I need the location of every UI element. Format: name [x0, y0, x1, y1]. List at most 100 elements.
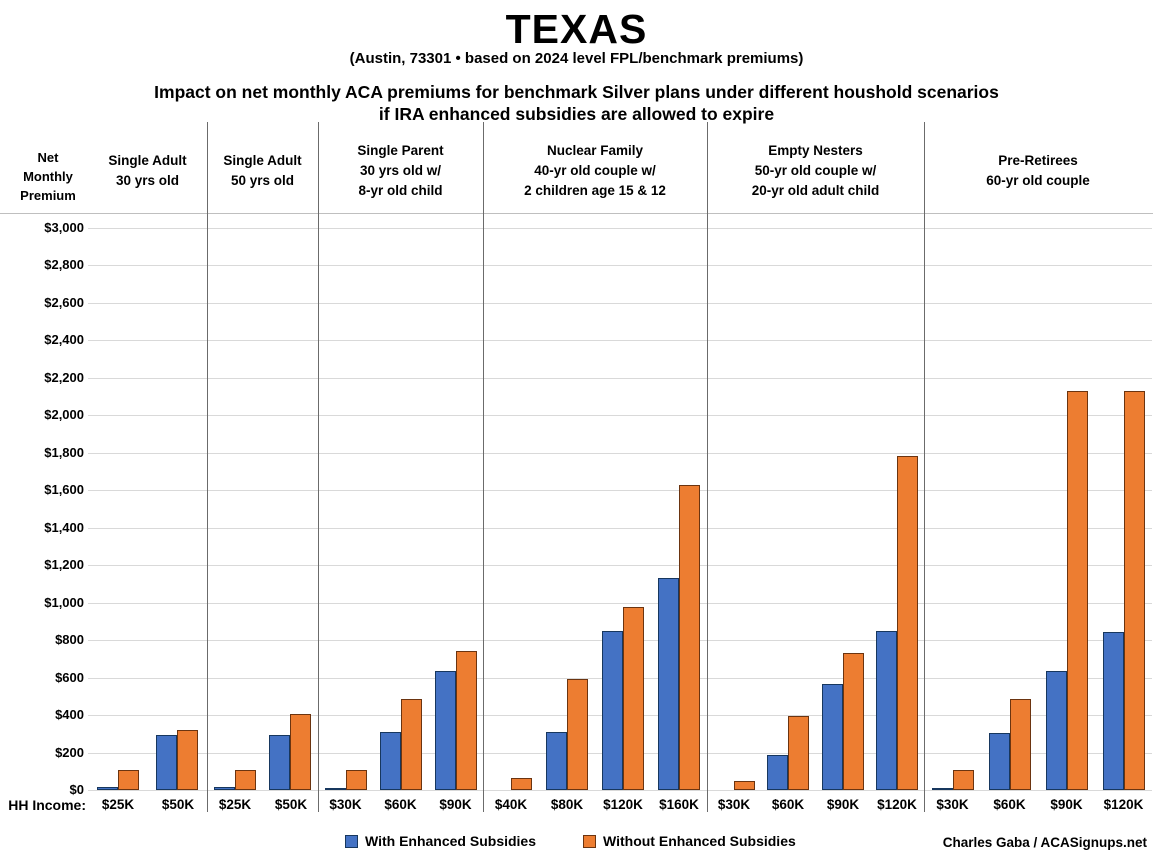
y-tick-label: $2,800	[44, 257, 84, 272]
bar-with-enhanced-subsidies	[1046, 671, 1067, 790]
x-axis-income-label: $60K	[993, 797, 1026, 812]
y-tick-label: $0	[69, 782, 84, 797]
group-header-line: 20-yr old adult child	[751, 183, 880, 198]
x-axis-income-label: $90K	[826, 797, 860, 812]
legend-swatch-with-icon	[345, 834, 358, 848]
bar-with-enhanced-subsidies	[435, 671, 456, 790]
legend-swatch-without-icon	[583, 834, 596, 848]
legend-label-without: Without Enhanced Subsidies	[603, 833, 796, 849]
bar-with-enhanced-subsidies	[380, 732, 401, 790]
x-axis-income-label: $90K	[1050, 797, 1083, 812]
bar-with-enhanced-subsidies	[325, 788, 346, 790]
bar-without-enhanced-subsidies	[511, 778, 532, 790]
y-gridline	[88, 228, 1152, 229]
bar-with-enhanced-subsidies	[822, 684, 843, 790]
heading-line-2: if IRA enhanced subsidies are allowed to…	[378, 104, 775, 124]
y-tick-label: $1,000	[44, 595, 84, 610]
bar-with-enhanced-subsidies	[767, 755, 788, 790]
bar-with-enhanced-subsidies	[156, 735, 177, 790]
group-divider	[318, 122, 319, 812]
chart-heading: Impact on net monthly ACA premiums for b…	[0, 81, 1153, 125]
bar-without-enhanced-subsidies	[118, 770, 139, 790]
bar-with-enhanced-subsidies	[658, 578, 679, 790]
bar-without-enhanced-subsidies	[679, 485, 700, 790]
legend-label-with: With Enhanced Subsidies	[365, 833, 537, 849]
x-axis-income-label: $30K	[329, 797, 362, 812]
group-header: Single Adult 50 yrs old	[207, 130, 318, 212]
legend-item-without: Without Enhanced Subsidies	[583, 833, 796, 849]
bar-without-enhanced-subsidies	[1010, 699, 1031, 790]
bar-without-enhanced-subsidies	[623, 607, 644, 790]
group-divider	[483, 122, 484, 812]
bar-with-enhanced-subsidies	[876, 631, 897, 790]
y-tick-label: $1,200	[44, 557, 84, 572]
y-gridline	[88, 340, 1152, 341]
y-axis-title-line: Premium	[20, 188, 76, 203]
group-divider	[707, 122, 708, 812]
x-axis-income-label: $120K	[877, 797, 917, 812]
group-header: Empty Nesters 50-yr old couple w/20-yr ol…	[707, 130, 924, 212]
y-tick-label: $1,400	[44, 520, 84, 535]
x-axis-income-label: $30K	[717, 797, 751, 812]
bar-with-enhanced-subsidies	[546, 732, 567, 790]
x-axis-income-label: $160K	[659, 797, 699, 812]
y-gridline	[88, 528, 1152, 529]
group-header-line: Single Parent	[357, 143, 444, 158]
group-header: Nuclear Family 40-yr old couple w/2 child…	[483, 130, 707, 212]
credit-attribution: Charles Gaba / ACASignups.net	[942, 835, 1147, 850]
bar-without-enhanced-subsidies	[177, 730, 198, 790]
group-header-line: 40-yr old couple w/	[534, 163, 656, 178]
group-header-line: Pre-Retirees	[998, 153, 1078, 168]
bar-without-enhanced-subsidies	[346, 770, 367, 790]
group-header-line: 2 children age 15 & 12	[524, 183, 666, 198]
x-axis-income-label: $60K	[384, 797, 417, 812]
bar-with-enhanced-subsidies	[269, 735, 290, 790]
group-header-line: Nuclear Family	[546, 143, 644, 158]
y-gridline	[88, 415, 1152, 416]
y-axis-title-line: Monthly	[23, 169, 73, 184]
bar-without-enhanced-subsidies	[734, 781, 755, 790]
x-axis-income-label: $50K	[274, 797, 308, 812]
group-header-line: Single Adult	[108, 153, 187, 168]
bar-with-enhanced-subsidies	[602, 631, 623, 790]
y-tick-label: $2,000	[44, 407, 84, 422]
y-gridline	[88, 490, 1152, 491]
y-tick-label: $2,200	[44, 370, 84, 385]
y-gridline	[88, 790, 1152, 791]
y-tick-label: $1,600	[44, 482, 84, 497]
legend: With Enhanced Subsidies Without Enhanced…	[0, 833, 1153, 853]
y-gridline	[88, 378, 1152, 379]
x-axis-income-label: $120K	[603, 797, 643, 812]
x-axis-income-label: $120K	[1103, 797, 1144, 812]
y-tick-label: $1,800	[44, 445, 84, 460]
group-header-line: 50-yr old couple w/	[754, 163, 877, 178]
bar-with-enhanced-subsidies	[989, 733, 1010, 790]
x-axis-income-label: $90K	[439, 797, 472, 812]
chart-title: TEXAS	[505, 6, 648, 52]
y-axis-title-line: Net	[37, 150, 59, 165]
bar-with-enhanced-subsidies	[214, 787, 235, 790]
bar-without-enhanced-subsidies	[1124, 391, 1145, 790]
bar-without-enhanced-subsidies	[843, 653, 864, 790]
group-header: Pre-Retirees 60-yr old couple	[924, 130, 1152, 212]
group-header: Single Adult 30 yrs old	[88, 130, 207, 212]
group-header-line: 30 yrs old w/	[359, 163, 442, 178]
group-header-line: 60-yr old couple	[986, 173, 1090, 188]
bar-with-enhanced-subsidies	[1103, 632, 1124, 790]
group-header-line: 8-yr old child	[358, 183, 443, 198]
y-gridline	[88, 265, 1152, 266]
bar-without-enhanced-subsidies	[897, 456, 918, 790]
y-gridline	[88, 453, 1152, 454]
y-gridline	[88, 565, 1152, 566]
x-axis-income-label: $40K	[494, 797, 528, 812]
y-gridline	[88, 603, 1152, 604]
x-axis-income-label: $60K	[771, 797, 805, 812]
group-header-line: 50 yrs old	[230, 173, 295, 188]
heading-line-1: Impact on net monthly ACA premiums for b…	[154, 82, 999, 102]
group-divider	[924, 122, 925, 812]
group-header-line: 30 yrs old	[115, 173, 180, 188]
bar-without-enhanced-subsidies	[1067, 391, 1088, 790]
x-axis-income-label: $30K	[936, 797, 969, 812]
bar-without-enhanced-subsidies	[953, 770, 974, 790]
